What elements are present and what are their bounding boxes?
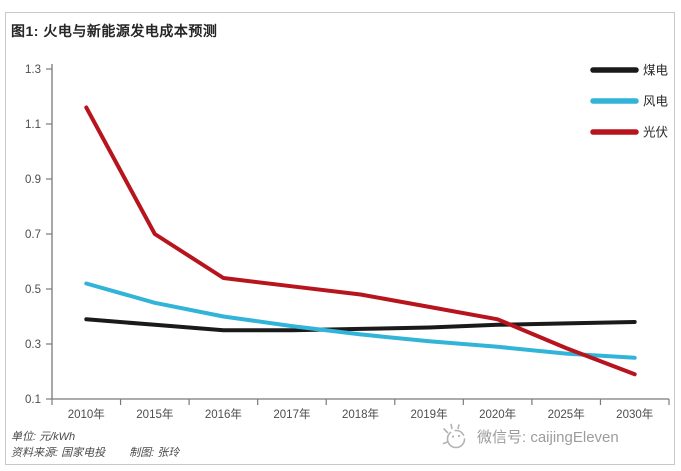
series-line-coal [84, 317, 637, 333]
source-note: 资料来源: 国家电投 [11, 447, 106, 459]
y-axis-tick-label: 0.7 [25, 229, 41, 241]
y-axis-tick-label: 0.5 [25, 284, 41, 296]
y-axis-tick-label: 0.9 [25, 174, 41, 186]
x-axis-tick-label: 2015年 [136, 407, 173, 421]
y-axis-tick-label: 1.3 [25, 64, 41, 76]
legend-label-wind: 风电 [643, 95, 669, 109]
x-axis-tick-label: 2016年 [205, 407, 242, 421]
x-axis-tick-label: 2010年 [68, 407, 105, 421]
series-line-wind [84, 281, 637, 360]
x-axis-tick-label: 2020年 [479, 407, 516, 421]
caijing-logo-icon [442, 423, 466, 449]
watermark-text: 微信号: caijingEleven [477, 428, 619, 446]
unit-note: 单位: 元/kWh [11, 431, 76, 443]
x-axis-tick-label: 2030年 [616, 407, 653, 421]
x-axis-tick-label: 2025年 [548, 407, 585, 421]
legend-label-solar: 光伏 [643, 126, 669, 140]
y-axis-tick-label: 0.3 [25, 339, 41, 351]
x-axis-tick-label: 2018年 [342, 407, 379, 421]
x-axis-tick-label: 2017年 [273, 407, 310, 421]
watermark: 微信号: caijingEleven [438, 420, 619, 452]
y-axis-tick-label: 0.1 [25, 394, 41, 406]
figure-title: 图1: 火电与新能源发电成本预测 [11, 23, 218, 39]
figure-frame [5, 12, 675, 465]
maker-note: 制图: 张玲 [129, 447, 180, 459]
axis-lines [51, 64, 669, 400]
x-axis-tick-label: 2019年 [411, 407, 448, 421]
y-axis-tick-label: 1.1 [25, 119, 41, 131]
source-row: 资料来源: 国家电投 制图: 张玲 [11, 444, 179, 460]
legend-label-coal: 煤电 [643, 64, 669, 78]
series-line-solar [84, 105, 637, 377]
